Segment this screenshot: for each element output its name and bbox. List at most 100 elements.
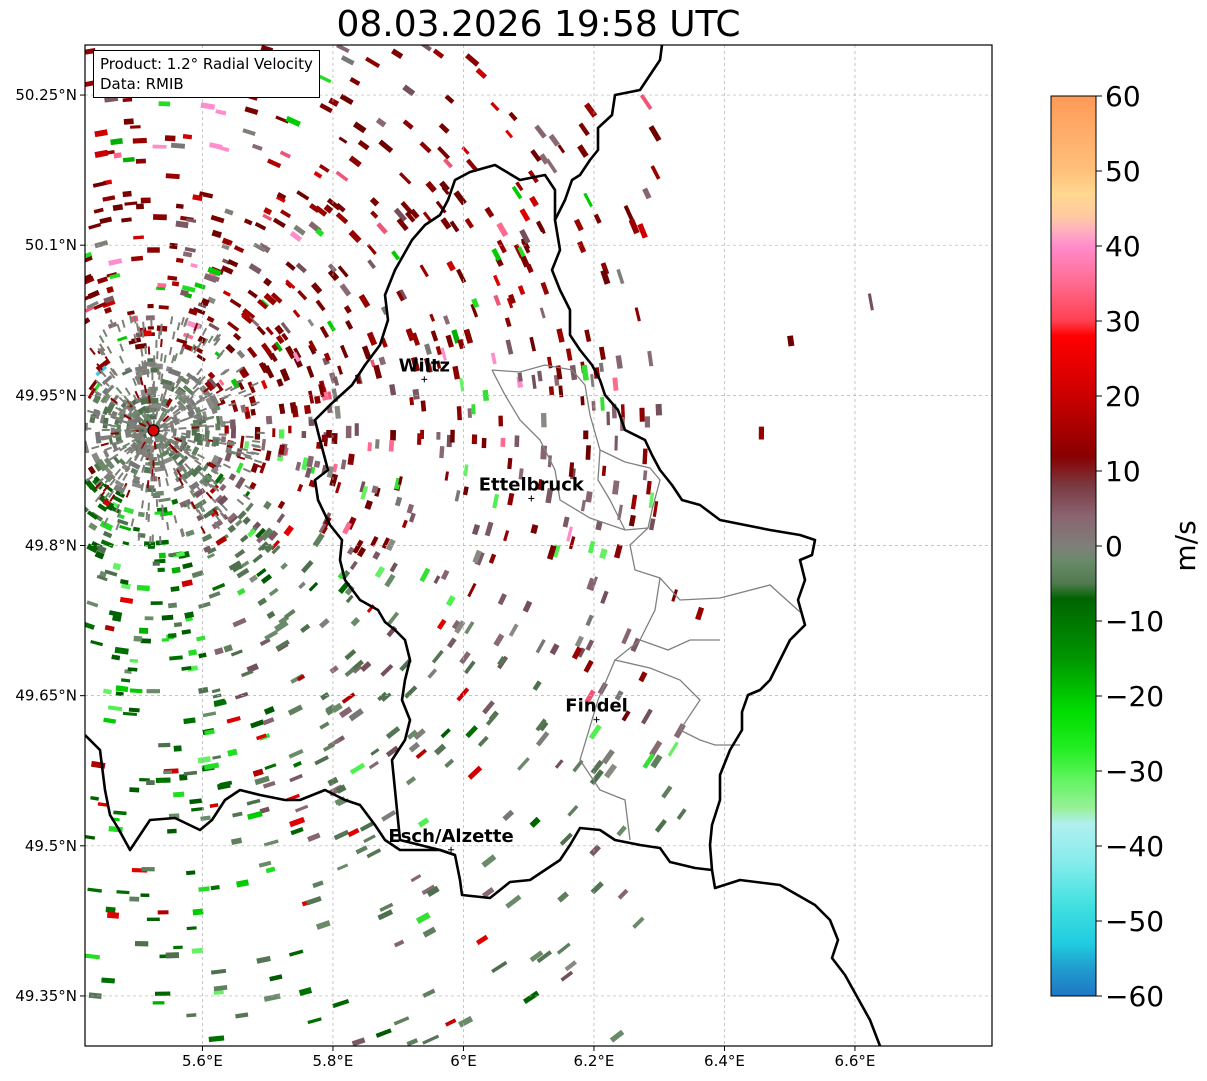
echo-gate — [102, 530, 113, 539]
echo-gate — [173, 353, 178, 362]
echo-gate — [365, 56, 381, 68]
echo-gate — [338, 136, 348, 144]
echo-gate — [109, 367, 117, 376]
echo-gate — [600, 262, 610, 275]
echo-gate — [239, 534, 249, 543]
echo-gate — [121, 463, 131, 473]
echo-gate — [112, 434, 121, 439]
echo-gate — [393, 207, 408, 222]
echo-gate — [159, 393, 164, 402]
echo-gate — [206, 415, 215, 420]
echo-gate — [615, 355, 623, 369]
echo-gate — [148, 417, 153, 427]
echo-gate — [176, 322, 181, 331]
echo-gate — [193, 345, 199, 354]
echo-gate — [204, 729, 215, 736]
echo-gate — [133, 315, 137, 324]
echo-gate — [150, 367, 159, 373]
echo-gate — [100, 539, 114, 549]
echo-gate — [342, 521, 352, 535]
echo-gate — [179, 498, 192, 508]
echo-gate — [114, 468, 122, 476]
echo-gate — [227, 440, 237, 445]
echo-gate — [456, 687, 470, 702]
echo-gate — [316, 73, 332, 84]
echo-gate — [169, 242, 178, 250]
echo-gate — [150, 318, 153, 327]
echo-gate — [401, 519, 408, 529]
echo-gate — [140, 425, 149, 430]
echo-gate — [210, 968, 227, 975]
echo-gate — [181, 432, 190, 436]
echo-gate — [137, 511, 145, 518]
echo-gate — [248, 574, 259, 583]
echo-gate — [422, 1034, 440, 1045]
echo-gate — [164, 468, 169, 477]
echo-gate — [347, 453, 355, 466]
echo-gate — [319, 103, 333, 114]
echo-gate — [173, 458, 180, 467]
colorbar-tick-label: −50 — [1105, 905, 1164, 938]
echo-gate — [127, 667, 138, 672]
echo-gate — [243, 441, 250, 449]
echo-gate — [88, 522, 98, 531]
echo-gate — [220, 395, 229, 401]
echo-gate — [642, 187, 652, 200]
echo-gate — [158, 478, 162, 487]
echo-gate — [88, 222, 102, 230]
echo-gate — [405, 327, 416, 342]
lat-tick-label: 50.1°N — [25, 236, 77, 254]
echo-gate — [151, 534, 154, 543]
echo-gate — [201, 533, 213, 543]
echo-gate — [123, 446, 132, 453]
echo-gate — [110, 453, 119, 460]
echo-gate — [227, 748, 238, 757]
national-border — [550, 45, 882, 1046]
echo-gate — [517, 285, 526, 296]
echo-gate — [206, 546, 217, 555]
echo-gate — [210, 885, 220, 891]
echo-gate — [245, 411, 251, 419]
echo-gate — [172, 551, 186, 558]
echo-gate — [250, 719, 265, 729]
echo-gate — [272, 428, 276, 438]
echo-gate — [535, 638, 546, 654]
echo-gate — [252, 440, 261, 443]
echo-gate — [463, 328, 474, 344]
echo-gate — [173, 945, 183, 950]
echo-gate — [292, 309, 301, 318]
echo-gate — [335, 481, 342, 494]
echo-gate — [426, 885, 440, 898]
echo-gate — [146, 689, 161, 694]
echo-gate — [301, 431, 307, 439]
echo-gate — [505, 339, 514, 355]
echo-gate — [385, 726, 401, 739]
echo-gate — [400, 200, 414, 215]
echo-gate — [583, 192, 593, 208]
echo-gate — [439, 180, 450, 192]
echo-gate — [437, 146, 451, 160]
echo-gate — [246, 798, 261, 806]
echo-gate — [314, 755, 329, 766]
echo-gate — [180, 316, 185, 326]
echo-gate — [236, 498, 245, 506]
echo-gate — [93, 301, 107, 311]
echo-gate — [218, 433, 227, 436]
echo-gate — [118, 483, 125, 491]
echo-gate — [247, 346, 258, 359]
echo-gate — [590, 759, 604, 775]
canton-boundary — [491, 364, 801, 613]
echo-gate — [218, 379, 225, 386]
echo-gate — [601, 465, 607, 477]
echo-gate — [92, 411, 101, 416]
echo-gate — [439, 446, 445, 459]
echo-gate — [130, 424, 139, 428]
echo-gate — [194, 376, 202, 384]
colorbar-tick-label: 50 — [1105, 155, 1141, 188]
echo-gate — [336, 45, 350, 54]
echo-gate — [177, 451, 186, 459]
city-label: Findel — [565, 696, 628, 717]
echo-gate — [566, 526, 573, 542]
echo-gate — [163, 354, 167, 363]
echo-gate — [589, 844, 601, 857]
